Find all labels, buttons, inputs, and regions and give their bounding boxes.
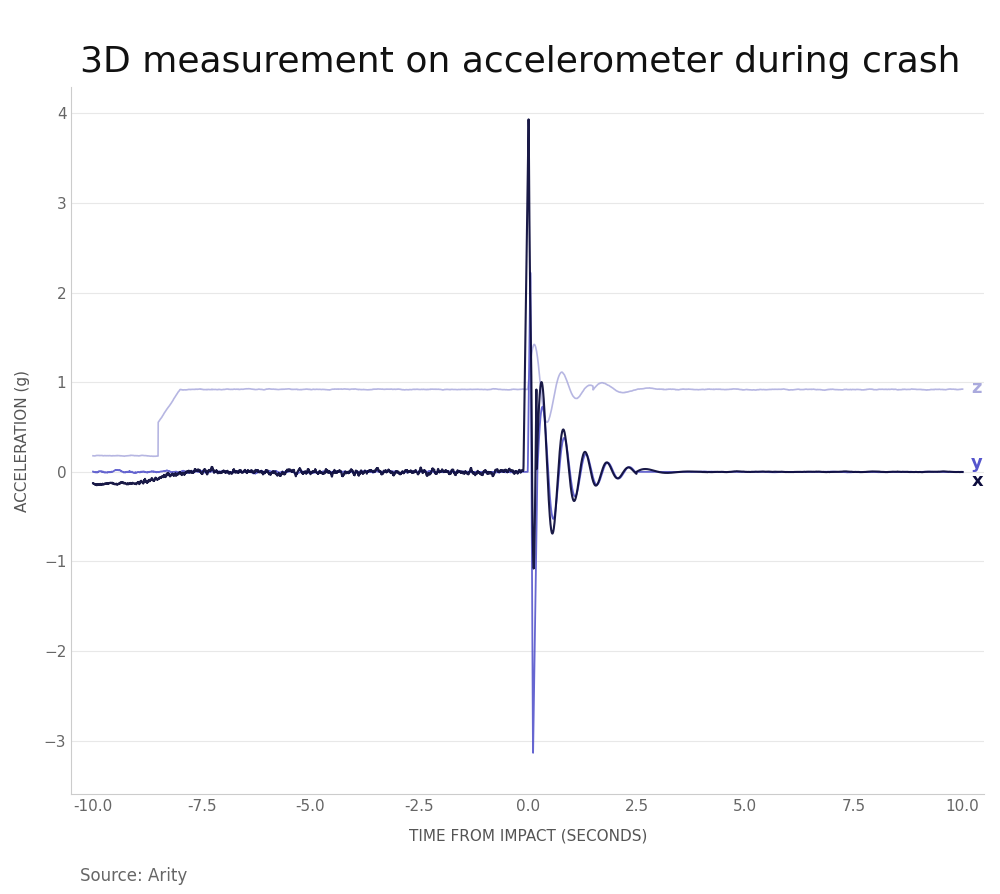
- Text: x: x: [971, 472, 983, 490]
- Text: 3D measurement on accelerometer during crash: 3D measurement on accelerometer during c…: [80, 45, 960, 79]
- Text: y: y: [971, 454, 983, 472]
- Text: z: z: [971, 378, 982, 397]
- Y-axis label: ACCELERATION (g): ACCELERATION (g): [15, 369, 30, 511]
- Text: Source: Arity: Source: Arity: [80, 867, 187, 885]
- X-axis label: TIME FROM IMPACT (SECONDS): TIME FROM IMPACT (SECONDS): [409, 828, 647, 843]
